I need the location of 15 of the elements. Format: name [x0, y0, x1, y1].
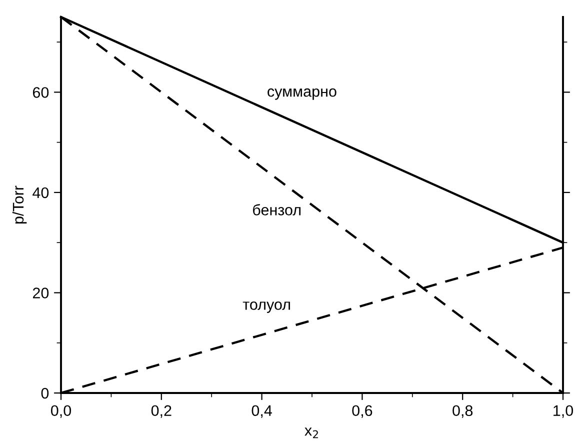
x-axis-title: x$_{2}$ [304, 428, 318, 438]
x-tick-label: 0,4 [252, 405, 272, 418]
x-tick-label: 0,0 [50, 405, 72, 418]
x-tick-label: 0,6 [352, 405, 372, 418]
x-tick-label: 1,0 [554, 405, 574, 418]
series-label: суммарно [268, 88, 336, 100]
y-tick-label: 0 [41, 388, 49, 399]
x-tick-label: 0,8 [452, 405, 473, 418]
y-axis-title: p/Torr [12, 186, 27, 224]
x-tick-label: 0,2 [151, 405, 172, 418]
series-label: бензол [253, 204, 301, 216]
y-tick-label: 20 [32, 288, 49, 298]
series-label: толуол [242, 302, 290, 313]
y-tick-label: 40 [32, 187, 49, 198]
y-tick-label: 60 [32, 87, 49, 98]
